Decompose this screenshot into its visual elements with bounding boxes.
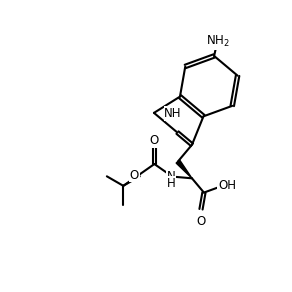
Text: NH$_2$: NH$_2$ bbox=[206, 34, 230, 49]
Text: NH: NH bbox=[164, 107, 182, 120]
Text: O: O bbox=[150, 134, 159, 147]
Text: O: O bbox=[130, 168, 139, 182]
Text: O: O bbox=[197, 215, 206, 228]
Polygon shape bbox=[176, 160, 192, 178]
Text: N: N bbox=[166, 170, 175, 182]
Text: H: H bbox=[166, 177, 175, 190]
Text: OH: OH bbox=[218, 179, 236, 192]
